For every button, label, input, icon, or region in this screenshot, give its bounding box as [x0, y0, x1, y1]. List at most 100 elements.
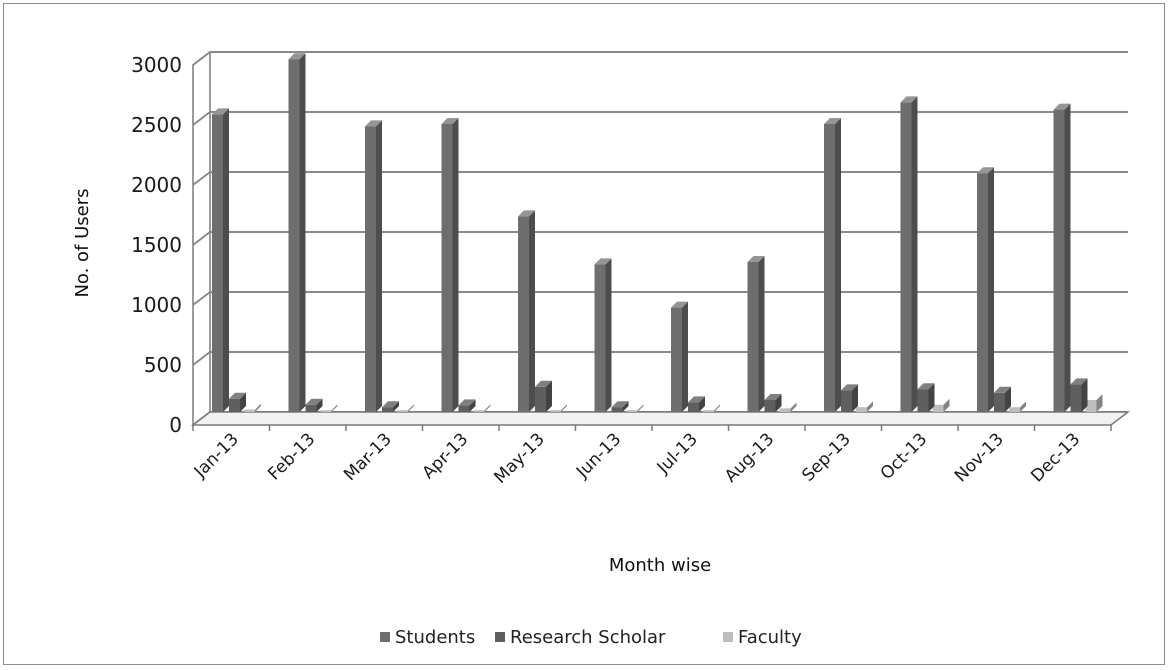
bar-top	[917, 383, 935, 390]
bar-side	[376, 120, 382, 413]
bar-top	[977, 167, 994, 174]
bar-front	[305, 404, 317, 412]
gridline-side	[192, 51, 211, 66]
bar-top	[747, 256, 765, 262]
bar-students-mar-13	[365, 120, 382, 413]
bar-top	[1009, 401, 1026, 408]
gridline-side	[192, 231, 211, 246]
x-tick-label: May-13	[490, 429, 548, 487]
x-tick-label: Oct-13	[877, 429, 932, 484]
bar-students-jul-13	[671, 301, 688, 412]
bar-students-dec-13	[1053, 103, 1071, 412]
bar-front	[1053, 109, 1065, 412]
bar-side	[758, 256, 765, 412]
bar-front	[1009, 407, 1020, 412]
bar-front	[473, 410, 485, 412]
bar-faculty-mar-13	[397, 404, 414, 412]
bar-top	[856, 401, 873, 408]
bar-faculty-feb-13	[320, 404, 338, 412]
gridline-side	[192, 351, 211, 366]
bar-side	[299, 53, 306, 412]
bar-front	[244, 409, 255, 412]
bar-side	[255, 403, 261, 412]
x-axis-title: Month wise	[609, 555, 711, 576]
gridlines	[192, 51, 1128, 426]
bar-top	[824, 118, 841, 124]
bar-research-scholar-oct-13	[917, 383, 935, 412]
x-tick-label: Feb-13	[264, 429, 319, 484]
legend-swatch-faculty	[723, 632, 733, 642]
bar-top	[841, 384, 858, 391]
bar-research-scholar-aug-13	[764, 394, 782, 412]
bar-front	[365, 126, 376, 413]
bar-side	[331, 404, 338, 412]
bar-side	[622, 401, 629, 412]
bar-top	[535, 380, 552, 387]
bar-research-scholar-mar-13	[382, 401, 399, 412]
bar-top	[458, 399, 476, 406]
bar-top	[244, 403, 261, 410]
bar-research-scholar-jan-13	[229, 392, 246, 412]
chart-floor	[190, 411, 1131, 431]
bar-top	[779, 402, 797, 409]
bar-side	[316, 398, 323, 412]
legend-label-students: Students	[395, 627, 475, 648]
bar-top	[229, 392, 246, 399]
bar-side	[452, 118, 459, 412]
bar-front	[824, 124, 835, 412]
x-tick-label: Nov-13	[951, 429, 1008, 486]
y-tick-label: 2000	[131, 173, 182, 197]
bar-side	[852, 384, 858, 412]
bar-students-jun-13	[594, 258, 612, 412]
bar-front	[1085, 400, 1097, 412]
y-tick-label: 500	[144, 353, 182, 377]
bar-top	[212, 108, 229, 115]
bar-top	[1053, 103, 1071, 110]
bar-front	[397, 410, 408, 412]
bar-students-jan-13	[212, 108, 229, 413]
bar-front	[229, 398, 240, 412]
gridline-side	[192, 171, 211, 186]
bar-top	[288, 53, 306, 60]
bar-side	[835, 118, 841, 412]
bar-side	[408, 404, 414, 412]
bar-front	[458, 405, 470, 412]
bar-faculty-jun-13	[626, 404, 644, 412]
bars	[212, 53, 1103, 413]
floor	[190, 411, 1131, 426]
bar-top	[518, 210, 535, 217]
bar-side	[714, 404, 720, 412]
bar-front	[594, 264, 606, 412]
bar-research-scholar-jul-13	[688, 396, 705, 412]
bar-top	[382, 401, 399, 408]
bar-front	[764, 400, 776, 412]
x-tick-label: Sep-13	[798, 429, 854, 485]
bar-top	[365, 120, 382, 127]
gridline-side	[192, 291, 211, 306]
bar-side	[1020, 401, 1026, 412]
bar-side	[911, 96, 918, 413]
bar-front	[747, 262, 759, 412]
bar-research-scholar-sep-13	[841, 384, 858, 412]
x-tick-label: Jun-13	[572, 429, 625, 482]
bar-top	[932, 398, 950, 405]
bar-research-scholar-nov-13	[994, 386, 1011, 412]
bar-students-aug-13	[747, 256, 765, 412]
bar-research-scholar-jun-13	[611, 401, 629, 412]
legend-swatch-research-scholar	[495, 632, 505, 642]
bar-faculty-nov-13	[1009, 401, 1026, 412]
bar-side	[790, 402, 797, 412]
bar-front	[688, 402, 699, 412]
bar-front	[320, 410, 332, 412]
y-tick-label: 2500	[131, 113, 182, 137]
bar-faculty-dec-13	[1085, 394, 1103, 412]
bar-front	[841, 390, 852, 412]
x-tick-label: Apr-13	[418, 429, 472, 483]
bar-top	[594, 258, 612, 265]
bar-faculty-sep-13	[856, 401, 873, 412]
bar-top	[550, 404, 567, 411]
bar-side	[1005, 386, 1011, 412]
bar-front	[671, 307, 682, 412]
bar-side	[1081, 378, 1088, 412]
